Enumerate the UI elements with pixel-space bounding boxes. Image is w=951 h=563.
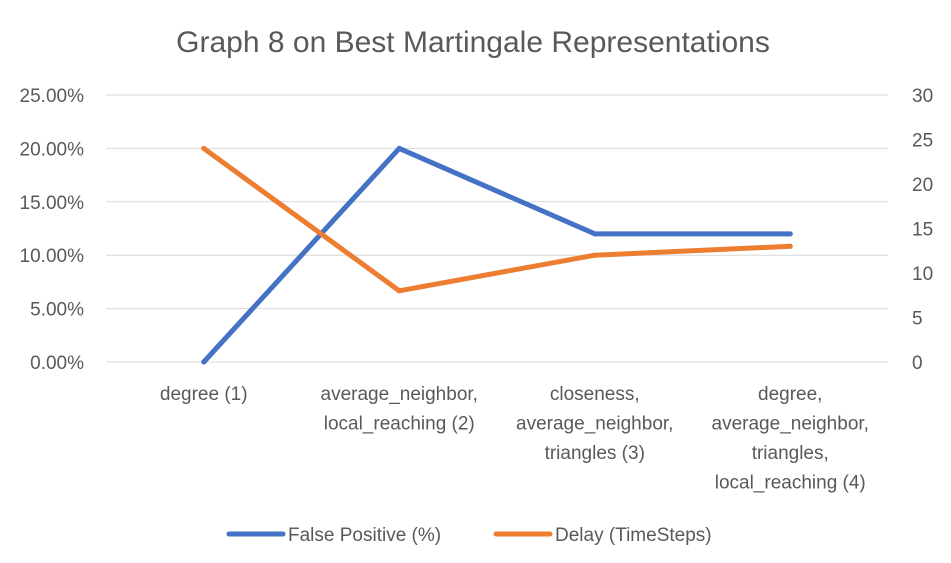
x-axis-ticks: degree (1) average_neighbor, local_reachin… (160, 384, 869, 494)
data-point (787, 243, 793, 249)
data-point (787, 231, 793, 237)
right-tick-label: 10 (912, 264, 933, 285)
right-tick-label: 5 (912, 309, 923, 330)
series-lines (201, 145, 793, 365)
left-tick-label: 10.00% (20, 246, 85, 267)
series-line-1 (201, 145, 793, 294)
x-tick-label: closeness, average_neighbor, triangles (3) (516, 384, 673, 464)
data-point (592, 252, 598, 258)
data-point (592, 231, 598, 237)
right-tick-label: 25 (912, 131, 933, 152)
left-tick-label: 15.00% (20, 193, 85, 214)
left-tick-label: 20.00% (20, 139, 85, 160)
x-tick-label: average_neighbor, local_reaching (2) (321, 384, 478, 435)
right-tick-label: 0 (912, 353, 923, 374)
right-axis-ticks: 0 5 10 15 20 25 30 (912, 86, 933, 374)
right-tick-label: 30 (912, 86, 933, 107)
left-axis-ticks: 0.00% 5.00% 10.00% 15.00% 20.00% 25.00% (20, 86, 85, 374)
chart-title: Graph 8 on Best Martingale Representatio… (176, 26, 770, 59)
data-point (396, 145, 402, 151)
gridlines (106, 94, 888, 363)
left-tick-label: 25.00% (20, 86, 85, 107)
series-line-0 (201, 145, 793, 365)
right-tick-label: 15 (912, 220, 933, 241)
left-tick-label: 0.00% (30, 353, 84, 374)
data-point (201, 145, 207, 151)
x-tick-label: degree, average_neighbor, triangles, local_… (712, 384, 869, 494)
data-point (396, 288, 402, 294)
legend-label: False Positive (%) (288, 525, 441, 546)
left-tick-label: 5.00% (30, 300, 84, 321)
legend-label: Delay (TimeSteps) (555, 525, 712, 546)
x-tick-label: degree (1) (160, 384, 248, 405)
right-tick-label: 20 (912, 175, 933, 196)
data-point (201, 359, 207, 365)
legend: False Positive (%) Delay (TimeSteps) (226, 525, 712, 546)
